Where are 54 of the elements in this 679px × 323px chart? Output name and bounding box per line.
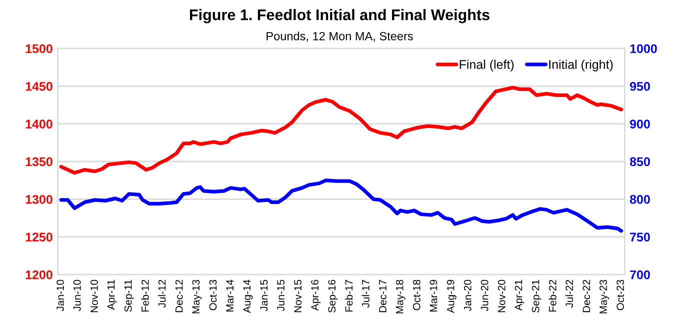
y2-tick-label: 800 bbox=[630, 194, 650, 204]
x-tick-label: Jul-17 bbox=[362, 280, 370, 308]
legend-label: Final (left) bbox=[460, 60, 514, 72]
y2-tick-label: 900 bbox=[630, 120, 650, 128]
y2-tick-label: 750 bbox=[630, 232, 650, 242]
x-tick-label: Sep-21 bbox=[532, 280, 542, 313]
x-tick-label: Sep-16 bbox=[328, 280, 338, 313]
y2-tick-label: 700 bbox=[630, 270, 650, 280]
x-tick-label: Jan-20 bbox=[464, 280, 472, 312]
x-tick-label: Apr-11 bbox=[107, 280, 117, 310]
x-tick-label: Aug-14 bbox=[243, 280, 253, 313]
y-tick-label: 1300 bbox=[26, 194, 52, 204]
x-tick-label: Oct-18 bbox=[412, 280, 420, 310]
y-tick-label: 1250 bbox=[26, 232, 52, 242]
x-tick-label: Jul-22 bbox=[565, 280, 574, 308]
y-tick-label: 1350 bbox=[26, 157, 52, 166]
chart-title: Figure 1. Feedlot Initial and Final Weights bbox=[190, 8, 490, 24]
chart-subtitle: Pounds, 12 Mon MA, Steers bbox=[266, 32, 413, 42]
x-tick-label: Mar-14 bbox=[226, 280, 234, 312]
x-tick-label: Nov-10 bbox=[90, 280, 98, 312]
y-tick-label: 1500 bbox=[26, 44, 52, 54]
legend-label: Initial (right) bbox=[549, 60, 613, 72]
x-tick-label: Aug-19 bbox=[446, 280, 456, 313]
y2-tick-label: 1000 bbox=[630, 44, 657, 54]
x-tick-label: Feb-22 bbox=[548, 280, 556, 312]
x-tick-label: Jun-15 bbox=[277, 280, 284, 312]
x-tick-label: Feb-12 bbox=[141, 280, 149, 312]
line-series bbox=[59, 178, 624, 233]
y2-tick-label: 850 bbox=[630, 157, 650, 166]
y-tick-label: 1450 bbox=[26, 82, 52, 91]
x-tick-label: Jan-10 bbox=[56, 280, 64, 312]
x-tick-label: Jan-15 bbox=[260, 280, 268, 312]
x-tick-label: May-23 bbox=[600, 280, 610, 314]
x-tick-label: Sep-11 bbox=[124, 280, 134, 312]
x-tick-label: Dec-12 bbox=[175, 280, 183, 312]
x-tick-label: Jun-10 bbox=[73, 280, 81, 312]
x-tick-label: Apr-16 bbox=[311, 280, 321, 311]
y-tick-label: 1200 bbox=[26, 270, 52, 280]
x-tick-label: Jul-12 bbox=[158, 280, 166, 308]
x-tick-label: Dec-22 bbox=[582, 280, 590, 312]
x-tick-label: May-18 bbox=[396, 280, 406, 314]
x-tick-label: Jun-20 bbox=[480, 280, 488, 312]
y-tick-label: 1400 bbox=[26, 120, 52, 128]
x-tick-label: Feb-17 bbox=[344, 280, 353, 312]
x-tick-label: Dec-17 bbox=[379, 280, 386, 312]
x-tick-label: Oct-23 bbox=[616, 280, 624, 310]
x-tick-label: Mar-19 bbox=[430, 280, 438, 312]
line-series bbox=[59, 86, 624, 175]
x-tick-label: Nov-20 bbox=[498, 280, 506, 312]
x-tick-label: Apr-21 bbox=[514, 280, 524, 311]
x-tick-label: Nov-15 bbox=[294, 280, 302, 312]
x-tick-label: May-13 bbox=[192, 280, 202, 314]
y2-tick-label: 950 bbox=[630, 82, 650, 91]
x-tick-label: Oct-13 bbox=[209, 280, 217, 310]
